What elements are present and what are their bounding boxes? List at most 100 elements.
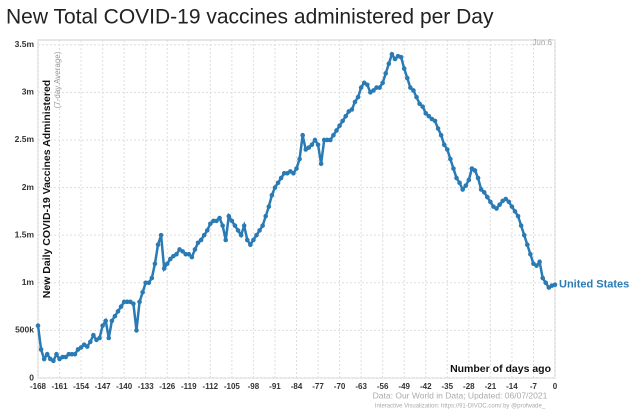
data-point <box>383 71 389 76</box>
data-point <box>180 249 185 254</box>
data-point <box>537 259 542 265</box>
data-point <box>417 101 422 107</box>
data-point <box>343 113 349 119</box>
data-point <box>315 142 321 148</box>
y-tick-label: 0 <box>29 372 34 382</box>
data-point <box>328 137 333 143</box>
data-point <box>435 126 441 131</box>
data-point <box>389 51 395 57</box>
series-label: United States <box>559 279 629 291</box>
x-tick-label: -147 <box>95 382 112 391</box>
x-tick-label: -35 <box>442 382 454 391</box>
data-point <box>457 180 462 186</box>
data-point <box>195 240 201 246</box>
data-point <box>220 223 225 228</box>
data-point <box>257 228 262 233</box>
data-point <box>297 156 302 162</box>
data-point <box>340 118 345 124</box>
data-point <box>44 351 50 357</box>
data-point <box>306 145 312 150</box>
data-point <box>51 358 56 364</box>
data-point <box>451 166 456 171</box>
data-point <box>364 82 370 88</box>
data-point <box>448 156 453 162</box>
data-point <box>248 242 253 248</box>
data-point <box>164 261 170 267</box>
data-point <box>518 223 524 228</box>
data-point <box>214 218 219 224</box>
data-point <box>411 88 416 93</box>
data-point <box>134 328 139 333</box>
data-point <box>186 251 192 257</box>
data-point <box>241 223 247 228</box>
data-point <box>223 237 229 243</box>
data-point <box>155 242 161 248</box>
x-tick-label: -168 <box>30 382 47 391</box>
y-axis-title: New Daily COVID-19 Vaccines Administered <box>41 80 53 298</box>
data-point <box>291 170 296 176</box>
data-point <box>149 275 155 281</box>
y-tick-label: 3.5m <box>15 39 35 49</box>
data-point <box>35 323 41 328</box>
data-point <box>266 204 272 209</box>
chart-title: New Total COVID-19 vaccines administered… <box>6 6 494 29</box>
x-tick-label: -119 <box>181 382 197 391</box>
annotation: Jun 6 <box>532 38 552 47</box>
data-point <box>466 177 472 183</box>
data-point <box>525 242 530 248</box>
data-point <box>312 137 318 143</box>
data-point <box>229 218 235 224</box>
data-point <box>543 280 549 286</box>
data-point <box>217 215 222 221</box>
data-point <box>349 107 355 112</box>
data-point <box>72 351 78 357</box>
data-point <box>423 111 429 116</box>
data-point <box>488 199 493 205</box>
data-point <box>414 94 419 100</box>
x-tick-label: -7 <box>530 382 538 391</box>
data-point <box>408 85 413 90</box>
y-tick-label: 1m <box>22 277 35 287</box>
data-point <box>352 99 358 105</box>
data-point <box>272 185 278 190</box>
data-point <box>540 275 545 281</box>
y-tick-label: 1.5m <box>15 229 35 239</box>
data-point <box>401 66 407 71</box>
data-point <box>63 354 68 360</box>
data-point <box>97 335 102 341</box>
data-point <box>438 132 444 138</box>
x-tick-label: -84 <box>291 382 303 391</box>
x-tick-label: -49 <box>398 382 410 391</box>
data-point <box>337 123 342 128</box>
data-point <box>275 180 281 186</box>
data-point <box>235 228 241 233</box>
data-point <box>103 318 109 324</box>
x-tick-label: -56 <box>377 382 389 391</box>
data-point <box>506 199 512 205</box>
data-point <box>454 175 459 181</box>
data-point <box>158 232 164 238</box>
data-point <box>137 299 142 305</box>
data-point <box>534 263 539 268</box>
x-tick-label: -21 <box>485 382 497 391</box>
data-point <box>54 351 59 357</box>
data-point <box>208 221 213 227</box>
data-point <box>109 318 115 324</box>
y-axis-subtitle: (7-day Average) <box>53 51 62 108</box>
data-point <box>140 290 145 295</box>
data-point <box>460 187 465 192</box>
data-point <box>472 168 478 173</box>
y-tick-label: 500k <box>15 325 34 335</box>
x-tick-label: -98 <box>248 382 260 391</box>
data-point <box>478 187 484 192</box>
x-tick-label: -154 <box>73 382 90 391</box>
data-point <box>91 332 96 338</box>
data-point <box>168 256 173 262</box>
y-tick-label: 2m <box>22 182 35 192</box>
data-point <box>509 204 515 209</box>
x-tick-label: -126 <box>159 382 176 391</box>
data-point <box>244 237 250 243</box>
data-point <box>204 228 210 233</box>
x-tick-label: -28 <box>463 382 475 391</box>
